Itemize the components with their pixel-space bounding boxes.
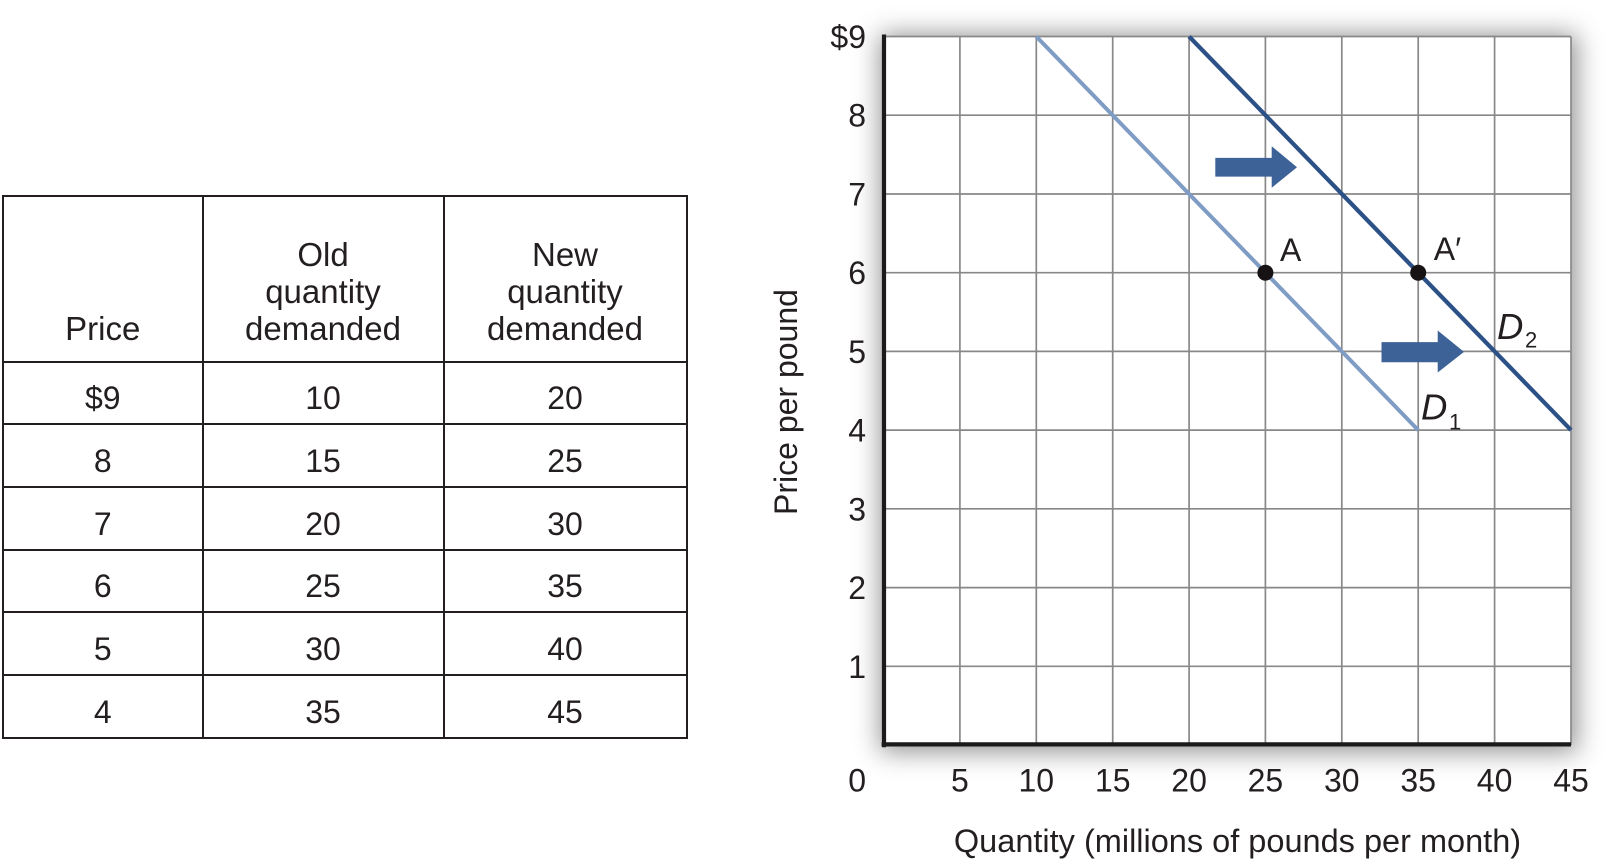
svg-text:2: 2 (1525, 328, 1537, 353)
svg-text:A′: A′ (1434, 231, 1461, 267)
svg-text:15: 15 (1095, 763, 1131, 799)
svg-text:6: 6 (848, 255, 866, 291)
svg-text:10: 10 (1019, 763, 1055, 799)
svg-text:5: 5 (951, 763, 969, 799)
svg-text:D: D (1497, 306, 1523, 347)
svg-text:4: 4 (848, 413, 866, 449)
svg-text:8: 8 (848, 98, 866, 134)
svg-text:Quantity (millions of pounds p: Quantity (millions of pounds per month) (954, 823, 1521, 859)
svg-text:$9: $9 (830, 19, 866, 55)
svg-text:D: D (1421, 387, 1447, 428)
svg-text:1: 1 (848, 649, 866, 685)
svg-text:45: 45 (1553, 763, 1589, 799)
svg-text:0: 0 (848, 763, 866, 799)
svg-text:35: 35 (1400, 763, 1436, 799)
svg-text:1: 1 (1449, 410, 1461, 435)
svg-text:7: 7 (848, 177, 866, 213)
svg-text:Price per pound: Price per pound (768, 289, 804, 515)
svg-text:30: 30 (1324, 763, 1360, 799)
svg-text:2: 2 (848, 570, 866, 606)
svg-text:40: 40 (1477, 763, 1513, 799)
svg-text:A: A (1280, 232, 1302, 268)
svg-text:3: 3 (848, 491, 866, 527)
svg-text:25: 25 (1248, 763, 1284, 799)
svg-text:20: 20 (1171, 763, 1207, 799)
svg-text:5: 5 (848, 334, 866, 370)
